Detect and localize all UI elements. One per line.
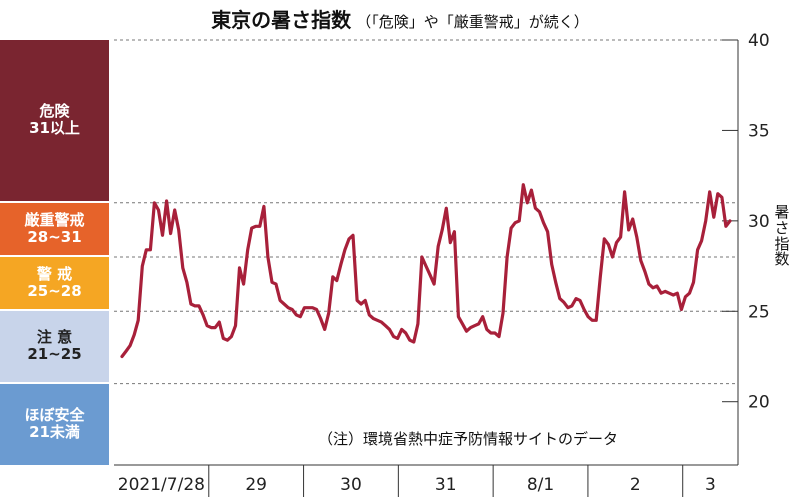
band-severe: 厳重警戒 28~31 xyxy=(0,202,109,256)
y-axis-label: 暑さ指数 xyxy=(774,203,790,269)
band-safe: ほぼ安全 21未満 xyxy=(0,383,109,465)
band-label: 警 戒 xyxy=(36,264,73,283)
y-tick-label: 40 xyxy=(748,31,770,51)
band-warning: 警 戒 25~28 xyxy=(0,257,109,310)
data-source-note: （注）環境省熱中症予防情報サイトのデータ xyxy=(318,430,619,448)
x-tick-label: 2 xyxy=(630,475,641,495)
x-tick-label: 2021/7/28 xyxy=(118,475,205,495)
x-tick-label: 30 xyxy=(340,475,362,495)
band-label: 注 意 xyxy=(36,328,73,347)
band-label: ほぼ安全 xyxy=(24,406,85,425)
x-tick-label: 31 xyxy=(435,475,457,495)
band-range: 25~28 xyxy=(27,282,82,301)
band-range: 31以上 xyxy=(29,119,80,138)
band-label: 厳重警戒 xyxy=(24,210,85,229)
gridlines xyxy=(114,39,738,385)
band-range: 21未満 xyxy=(29,423,80,442)
axis-ticks: 20 25 30 35 40 2021/7/28 29 30 31 8/1 2 3 xyxy=(114,31,770,497)
y-tick-label: 25 xyxy=(748,302,770,322)
band-range: 21~25 xyxy=(27,345,82,364)
band-range: 28~31 xyxy=(27,227,82,246)
x-tick-label: 3 xyxy=(705,475,716,495)
band-caution: 注 意 21~25 xyxy=(0,311,109,382)
y-tick-label: 35 xyxy=(748,121,770,141)
chart-title: 東京の暑さ指数 （「危険」や「厳重警戒」が続く） xyxy=(0,4,800,33)
band-danger: 危険 31以上 xyxy=(0,40,109,201)
y-tick-label: 30 xyxy=(748,212,770,232)
chart-title-main: 東京の暑さ指数 xyxy=(211,8,352,32)
band-label: 危険 xyxy=(39,102,70,121)
x-tick-label: 29 xyxy=(245,475,267,495)
x-tick-label: 8/1 xyxy=(527,475,554,495)
heat-index-line xyxy=(120,183,732,359)
y-tick-label: 20 xyxy=(748,393,770,413)
chart-subtitle: （「危険」や「厳重警戒」が続く） xyxy=(356,13,589,31)
